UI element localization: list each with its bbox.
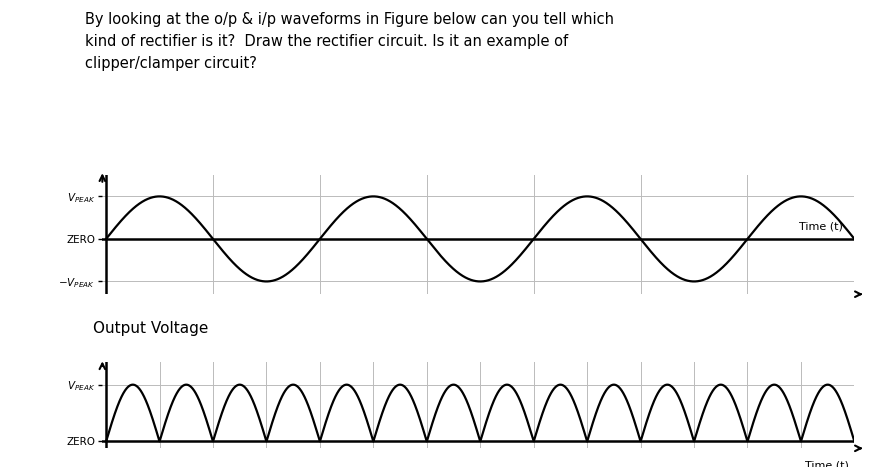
- Text: Output Voltage: Output Voltage: [93, 321, 209, 336]
- Text: Time (t): Time (t): [799, 221, 843, 231]
- Text: By looking at the o/p & i/p waveforms in Figure below can you tell which
kind of: By looking at the o/p & i/p waveforms in…: [85, 12, 613, 71]
- Text: Time (t): Time (t): [805, 460, 848, 467]
